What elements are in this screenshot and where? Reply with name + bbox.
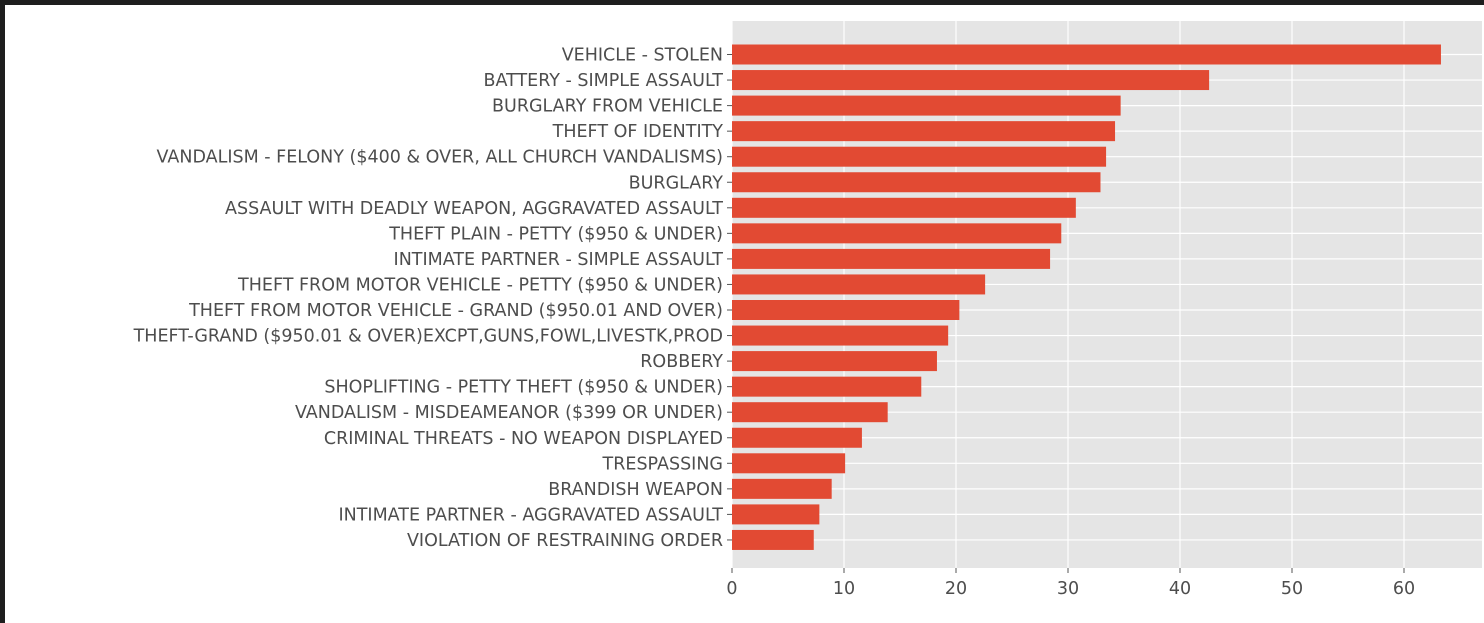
x-tick-label: 60 (1393, 579, 1415, 599)
bar (732, 376, 922, 397)
x-tick-label: 0 (726, 579, 737, 599)
category-label: INTIMATE PARTNER - SIMPLE ASSAULT (394, 250, 724, 270)
chart-frame: VEHICLE - STOLEN BATTERY - SIMPLE ASSAULT… (5, 5, 1484, 623)
category-label: ASSAULT WITH DEADLY WEAPON, AGGRAVATED A… (225, 199, 723, 219)
bar (732, 248, 1051, 269)
category-label: ROBBERY (640, 352, 723, 372)
y-tick-labels: VEHICLE - STOLEN BATTERY - SIMPLE ASSAULT… (133, 46, 732, 551)
category-label: THEFT FROM MOTOR VEHICLE - GRAND ($950.0… (188, 301, 723, 321)
bar (732, 172, 1101, 193)
bar (732, 146, 1107, 167)
bar (732, 453, 846, 474)
bar (732, 223, 1062, 244)
category-label: THEFT OF IDENTITY (552, 122, 724, 142)
bar (732, 44, 1441, 65)
category-label: BATTERY - SIMPLE ASSAULT (483, 71, 723, 91)
category-label: INTIMATE PARTNER - AGGRAVATED ASSAULT (338, 505, 723, 525)
bar (732, 529, 814, 550)
category-label: SHOPLIFTING - PETTY THEFT ($950 & UNDER) (324, 378, 723, 398)
category-label: BURGLARY FROM VEHICLE (492, 97, 723, 117)
bar-chart: VEHICLE - STOLEN BATTERY - SIMPLE ASSAULT… (133, 21, 1482, 599)
category-label: BRANDISH WEAPON (548, 480, 723, 500)
bar (732, 351, 937, 372)
category-label: TRESPASSING (602, 454, 723, 474)
category-label: VANDALISM - MISDEAMEANOR ($399 OR UNDER) (295, 403, 723, 423)
bar (732, 427, 862, 448)
category-label: THEFT FROM MOTOR VEHICLE - PETTY ($950 &… (237, 275, 723, 295)
category-label: VANDALISM - FELONY ($400 & OVER, ALL CHU… (157, 148, 723, 168)
bar (732, 325, 949, 346)
x-tick-label: 50 (1281, 579, 1303, 599)
bar (732, 478, 832, 499)
x-tick-label: 30 (1057, 579, 1079, 599)
bar (732, 197, 1076, 218)
category-label: THEFT PLAIN - PETTY ($950 & UNDER) (388, 224, 723, 244)
bar (732, 70, 1210, 91)
category-label: BURGLARY (629, 173, 724, 193)
category-label: VIOLATION OF RESTRAINING ORDER (407, 531, 723, 551)
bar (732, 504, 820, 525)
category-label: CRIMINAL THREATS - NO WEAPON DISPLAYED (324, 429, 723, 449)
x-tick-label: 20 (945, 579, 967, 599)
bar (732, 274, 986, 295)
bar (732, 402, 888, 423)
category-label: THEFT-GRAND ($950.01 & OVER)EXCPT,GUNS,F… (133, 327, 723, 347)
category-label: VEHICLE - STOLEN (562, 46, 723, 66)
bar (732, 121, 1116, 142)
bar (732, 300, 960, 320)
x-tick-labels: 0 10 20 30 40 50 60 (726, 579, 1415, 599)
bars (732, 44, 1441, 550)
bar (732, 95, 1121, 116)
x-tick-label: 40 (1169, 579, 1191, 599)
x-tick-label: 10 (833, 579, 855, 599)
